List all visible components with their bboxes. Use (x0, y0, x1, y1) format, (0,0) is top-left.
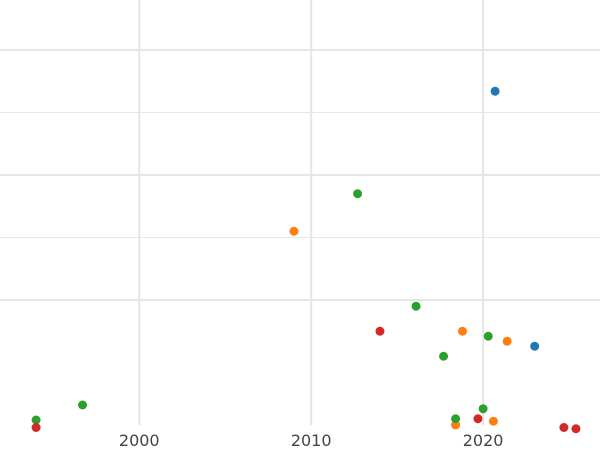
data-point (31, 423, 41, 432)
data-point (353, 189, 363, 199)
data-point (451, 420, 461, 430)
grid (0, 0, 600, 425)
data-point (571, 424, 581, 434)
data-points (31, 86, 581, 434)
data-point (289, 226, 299, 236)
data-point (478, 404, 488, 414)
data-point (483, 331, 493, 341)
x-tick-label: 2000 (119, 431, 160, 450)
data-point (559, 423, 569, 432)
data-point (411, 301, 421, 311)
data-point (457, 326, 467, 336)
data-point (502, 336, 512, 346)
data-point (490, 86, 500, 96)
x-tick-label: 2010 (291, 431, 332, 450)
data-point (530, 341, 540, 351)
data-point (451, 414, 461, 424)
data-point (375, 326, 385, 336)
data-point (473, 414, 483, 424)
data-point (78, 400, 88, 410)
data-point (31, 415, 41, 425)
data-point (439, 351, 449, 361)
x-axis-ticks: 2000 2010 2020 (119, 431, 504, 450)
data-point (488, 416, 498, 426)
x-tick-label: 2020 (463, 431, 504, 450)
